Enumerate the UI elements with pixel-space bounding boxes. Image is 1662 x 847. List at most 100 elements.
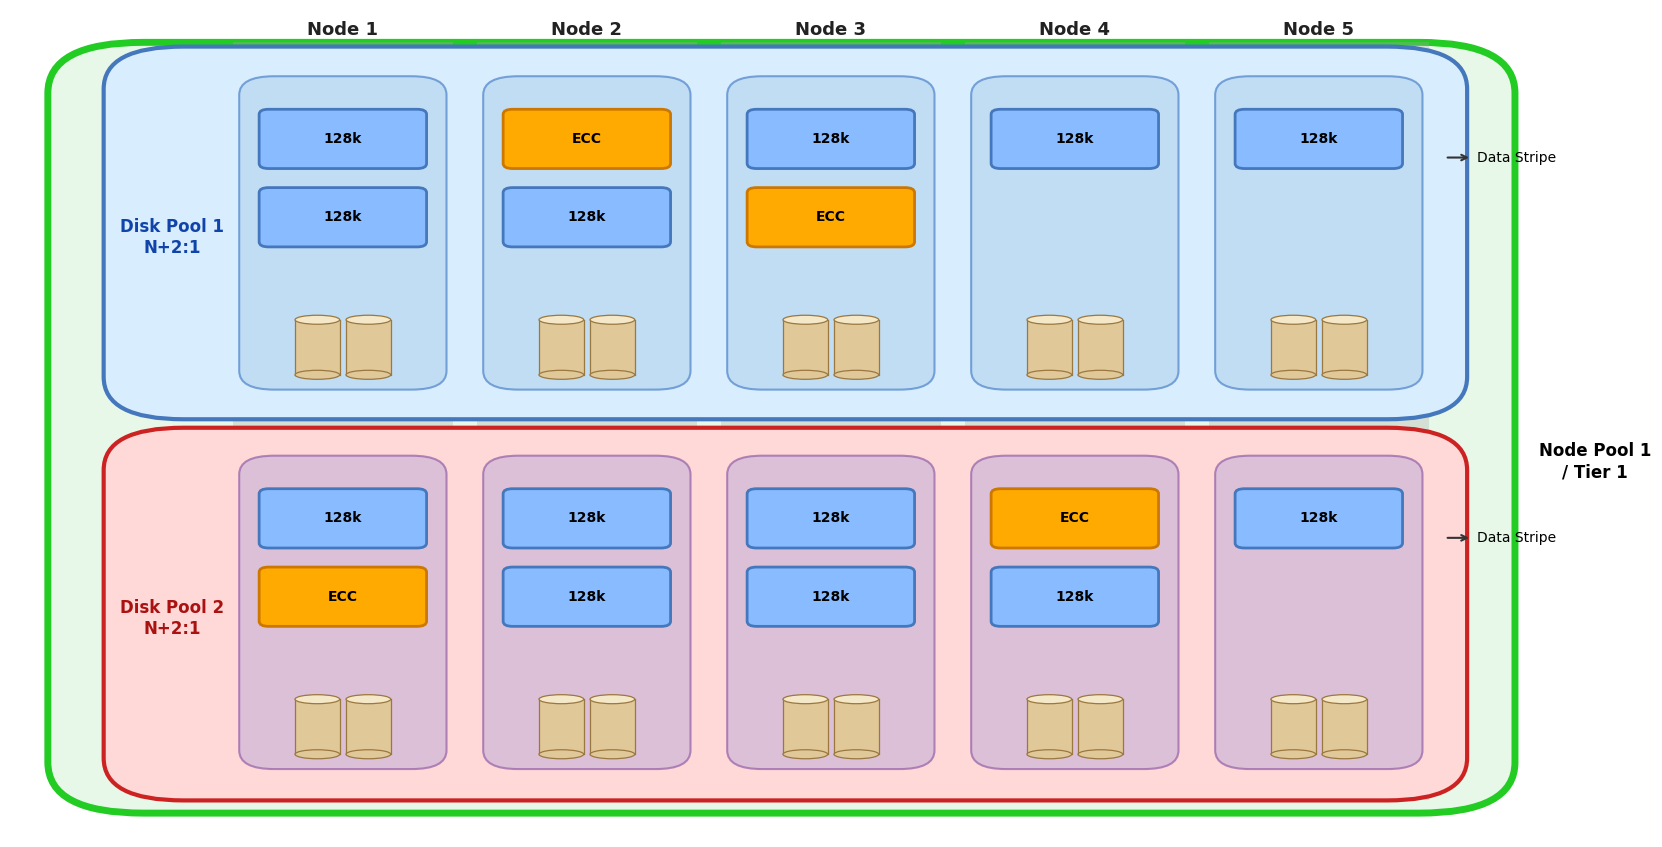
Text: ECC: ECC: [572, 132, 602, 146]
Ellipse shape: [1027, 370, 1072, 379]
Ellipse shape: [783, 315, 828, 324]
Ellipse shape: [1271, 315, 1316, 324]
Text: Node 2: Node 2: [552, 20, 622, 39]
Text: Node 3: Node 3: [796, 20, 866, 39]
Ellipse shape: [346, 370, 391, 379]
FancyBboxPatch shape: [504, 489, 670, 548]
Ellipse shape: [590, 315, 635, 324]
Bar: [346, 700, 391, 754]
Bar: [233, 42, 454, 800]
Ellipse shape: [590, 750, 635, 759]
Ellipse shape: [834, 315, 879, 324]
Ellipse shape: [590, 370, 635, 379]
Text: Node 4: Node 4: [1039, 20, 1110, 39]
FancyBboxPatch shape: [991, 567, 1158, 626]
Bar: [296, 700, 339, 754]
Bar: [590, 700, 635, 754]
Ellipse shape: [346, 695, 391, 704]
Ellipse shape: [1079, 750, 1122, 759]
Text: 128k: 128k: [324, 512, 362, 525]
Text: 128k: 128k: [568, 512, 607, 525]
Bar: [346, 319, 391, 374]
Ellipse shape: [296, 750, 339, 759]
FancyBboxPatch shape: [748, 109, 914, 169]
FancyBboxPatch shape: [504, 188, 670, 247]
FancyBboxPatch shape: [748, 567, 914, 626]
Text: Node 1: Node 1: [307, 20, 379, 39]
Ellipse shape: [1321, 695, 1366, 704]
Text: 128k: 128k: [1055, 590, 1094, 604]
Ellipse shape: [834, 370, 879, 379]
FancyBboxPatch shape: [484, 76, 690, 390]
Ellipse shape: [1027, 315, 1072, 324]
Ellipse shape: [1271, 370, 1316, 379]
Bar: [1321, 319, 1366, 374]
Bar: [296, 319, 339, 374]
FancyBboxPatch shape: [48, 42, 1516, 813]
FancyBboxPatch shape: [103, 428, 1468, 800]
Text: 128k: 128k: [324, 132, 362, 146]
Bar: [783, 319, 828, 374]
Ellipse shape: [1079, 370, 1122, 379]
FancyBboxPatch shape: [259, 489, 427, 548]
FancyBboxPatch shape: [103, 47, 1468, 419]
FancyBboxPatch shape: [1235, 109, 1403, 169]
Ellipse shape: [346, 315, 391, 324]
Bar: [1027, 700, 1072, 754]
FancyBboxPatch shape: [971, 76, 1178, 390]
Text: 128k: 128k: [1300, 512, 1338, 525]
Bar: [834, 700, 879, 754]
FancyBboxPatch shape: [1215, 456, 1423, 769]
FancyBboxPatch shape: [1215, 76, 1423, 390]
Text: 128k: 128k: [811, 132, 849, 146]
FancyBboxPatch shape: [748, 489, 914, 548]
FancyBboxPatch shape: [991, 109, 1158, 169]
Ellipse shape: [346, 750, 391, 759]
Bar: [1321, 700, 1366, 754]
Bar: [1271, 700, 1316, 754]
Bar: [538, 700, 583, 754]
FancyBboxPatch shape: [259, 109, 427, 169]
Text: 128k: 128k: [324, 210, 362, 224]
FancyBboxPatch shape: [991, 489, 1158, 548]
Text: Data Stripe: Data Stripe: [1478, 531, 1556, 545]
FancyBboxPatch shape: [728, 456, 934, 769]
Bar: [966, 42, 1185, 800]
Ellipse shape: [783, 695, 828, 704]
Ellipse shape: [783, 370, 828, 379]
Ellipse shape: [296, 315, 339, 324]
FancyBboxPatch shape: [239, 456, 447, 769]
FancyBboxPatch shape: [1235, 489, 1403, 548]
FancyBboxPatch shape: [259, 188, 427, 247]
Ellipse shape: [590, 695, 635, 704]
Ellipse shape: [1079, 315, 1122, 324]
Ellipse shape: [1027, 695, 1072, 704]
Text: 128k: 128k: [568, 590, 607, 604]
Text: Disk Pool 2
N+2:1: Disk Pool 2 N+2:1: [120, 599, 224, 638]
Text: 128k: 128k: [811, 590, 849, 604]
Ellipse shape: [1027, 750, 1072, 759]
Ellipse shape: [834, 695, 879, 704]
Ellipse shape: [296, 370, 339, 379]
Bar: [1208, 42, 1429, 800]
Bar: [721, 42, 941, 800]
Ellipse shape: [296, 695, 339, 704]
Text: ECC: ECC: [327, 590, 357, 604]
Bar: [1027, 319, 1072, 374]
Ellipse shape: [1271, 750, 1316, 759]
Text: 128k: 128k: [1300, 132, 1338, 146]
Text: Node Pool 1
/ Tier 1: Node Pool 1 / Tier 1: [1539, 442, 1652, 481]
Ellipse shape: [1321, 750, 1366, 759]
FancyBboxPatch shape: [259, 567, 427, 626]
Bar: [1079, 700, 1122, 754]
Text: 128k: 128k: [811, 512, 849, 525]
Bar: [834, 319, 879, 374]
Text: Node 5: Node 5: [1283, 20, 1355, 39]
Ellipse shape: [538, 695, 583, 704]
Ellipse shape: [783, 750, 828, 759]
Ellipse shape: [1079, 695, 1122, 704]
Bar: [1271, 319, 1316, 374]
Bar: [783, 700, 828, 754]
Text: ECC: ECC: [816, 210, 846, 224]
Text: 128k: 128k: [1055, 132, 1094, 146]
